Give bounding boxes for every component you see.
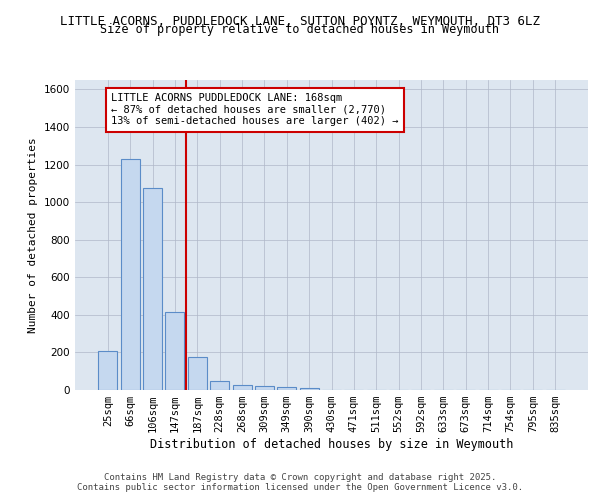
Bar (98, 352, 118, 390)
Text: Size of property relative to detached houses in Weymouth: Size of property relative to detached ho… (101, 22, 499, 36)
Y-axis label: Number of detached properties: Number of detached properties (28, 137, 38, 333)
Bar (143, 188, 162, 390)
Text: Contains HM Land Registry data © Crown copyright and database right 2025.
Contai: Contains HM Land Registry data © Crown c… (77, 473, 523, 492)
Bar (277, 388, 296, 390)
Text: LITTLE ACORNS, PUDDLEDOCK LANE, SUTTON POYNTZ, WEYMOUTH, DT3 6LZ: LITTLE ACORNS, PUDDLEDOCK LANE, SUTTON P… (60, 15, 540, 28)
Bar (299, 388, 319, 390)
X-axis label: Distribution of detached houses by size in Weymouth: Distribution of detached houses by size … (150, 438, 513, 451)
Bar (210, 381, 229, 390)
Bar (121, 159, 140, 390)
Bar (188, 357, 207, 390)
Bar (255, 386, 274, 390)
Bar (166, 312, 184, 390)
Text: LITTLE ACORNS PUDDLEDOCK LANE: 168sqm
← 87% of detached houses are smaller (2,77: LITTLE ACORNS PUDDLEDOCK LANE: 168sqm ← … (111, 93, 398, 126)
Bar (233, 386, 251, 390)
